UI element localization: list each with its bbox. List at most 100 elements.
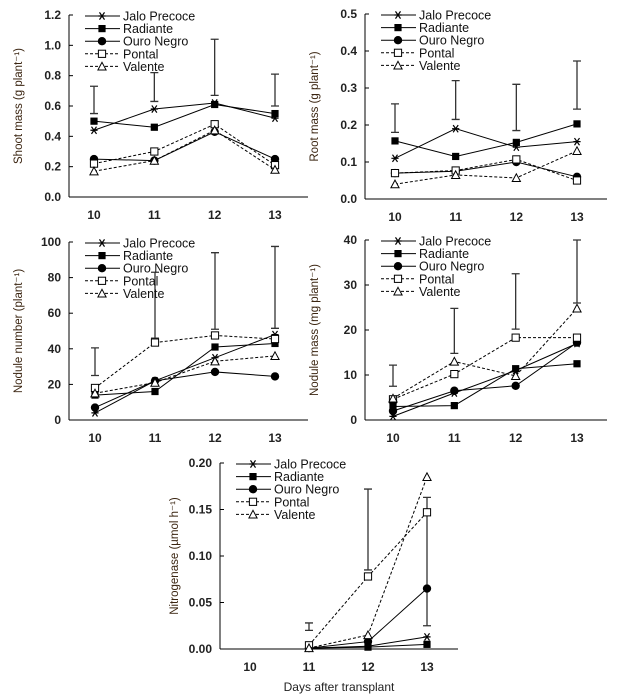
series-radiante (389, 360, 581, 411)
legend-entry: Pontal (381, 272, 454, 286)
series-line (94, 371, 276, 408)
data-point (270, 334, 280, 344)
data-point (210, 367, 220, 377)
x-tick-label: 11 (449, 210, 462, 224)
series-line (394, 123, 578, 157)
y-tick-label: 0 (350, 413, 357, 427)
data-point (450, 402, 458, 410)
y-tick-label: 0 (54, 413, 61, 427)
legend-label: Valente (419, 59, 461, 73)
legend-entry: Radiante (85, 22, 173, 36)
series-ouro-negro (89, 127, 280, 165)
series-ouro-negro (90, 367, 280, 412)
data-point (390, 169, 400, 178)
data-point (450, 386, 459, 395)
y-tick-label: 20 (344, 323, 358, 337)
legend-marker (98, 252, 106, 260)
x-tick-label: 12 (510, 210, 524, 224)
data-point (452, 152, 460, 161)
legend-label: Valente (123, 60, 165, 74)
data-point (90, 388, 100, 398)
error-bar (389, 364, 397, 387)
error-bar (451, 79, 460, 121)
error-bar (90, 85, 98, 115)
legend-entry: Pontal (85, 274, 158, 288)
y-tick-label: 40 (344, 233, 358, 247)
legend-entry: Ouro Negro (85, 35, 188, 49)
data-point (150, 338, 160, 347)
data-point (422, 471, 432, 482)
series-pontal (388, 333, 582, 404)
data-point (388, 393, 398, 403)
data-point (271, 339, 279, 348)
series-line (93, 129, 276, 172)
legend-label: Pontal (123, 47, 158, 61)
data-point (210, 356, 220, 366)
data-point (510, 370, 521, 380)
x-tick-label: 10 (388, 210, 402, 224)
legend-label: Jalo Precoce (419, 9, 491, 23)
y-tick-label: 80 (48, 271, 62, 285)
x-tick-label: 12 (208, 431, 222, 445)
series-line (392, 342, 578, 412)
data-point (512, 155, 521, 164)
legend-marker (97, 37, 107, 46)
data-point (572, 303, 582, 313)
series-valente (90, 350, 280, 398)
y-tick-label: 30 (344, 278, 358, 292)
data-point (573, 120, 581, 128)
series-valente (304, 471, 432, 653)
series-pontal (390, 155, 582, 185)
legend-entry: Radiante (381, 21, 469, 35)
y-tick-label: 0.05 (189, 596, 213, 610)
data-point (150, 377, 160, 387)
x-tick-label: 11 (149, 431, 162, 445)
series-jalo-precoce (91, 330, 279, 417)
legend-marker (394, 11, 402, 19)
legend-marker (393, 274, 403, 283)
x-tick-label: 12 (208, 208, 222, 222)
data-point (423, 640, 431, 648)
x-tick-label: 11 (303, 660, 316, 674)
y-tick-label: 0.4 (340, 44, 357, 58)
legend-label: Ouro Negro (419, 260, 484, 274)
error-bar (211, 252, 219, 330)
y-axis-label: Nodule number (plant⁻¹) (13, 269, 25, 393)
data-point (422, 508, 432, 517)
legend-entry: Radiante (85, 249, 173, 263)
legend-marker (393, 48, 403, 57)
data-point (90, 117, 98, 125)
error-bar (210, 38, 219, 97)
legend-marker (97, 288, 107, 298)
legend-marker (393, 262, 403, 271)
series-ouro-negro (304, 584, 432, 653)
legend-label: Valente (419, 285, 461, 299)
data-point (450, 169, 461, 180)
data-point (391, 137, 399, 145)
data-point (388, 406, 398, 416)
legend-label: Pontal (419, 272, 454, 286)
error-bar (305, 622, 313, 632)
legend-entry: Ouro Negro (85, 262, 188, 276)
y-axis-label: Root mass (g plant⁻¹) (309, 51, 321, 161)
y-axis-label: Nitrogenase (µmol h⁻¹) (169, 497, 181, 615)
legend-label: Jalo Precoce (274, 458, 346, 472)
y-tick-label: 0.5 (340, 7, 357, 21)
y-tick-label: 1.0 (44, 38, 61, 52)
data-point (90, 403, 100, 412)
legend-marker (394, 237, 402, 245)
data-point (149, 155, 160, 165)
x-tick-label: 13 (268, 208, 282, 222)
legend-marker (248, 497, 258, 506)
x-tick-label: 10 (88, 431, 102, 445)
series-jalo-precoce (391, 124, 581, 163)
series-line (394, 150, 578, 185)
data-point (423, 632, 431, 641)
x-tick-label: 13 (268, 431, 282, 445)
data-point (452, 124, 460, 133)
y-tick-label: 0.00 (189, 642, 213, 656)
error-bar (364, 488, 372, 571)
y-tick-label: 0.0 (340, 192, 357, 206)
legend-label: Pontal (419, 46, 454, 60)
